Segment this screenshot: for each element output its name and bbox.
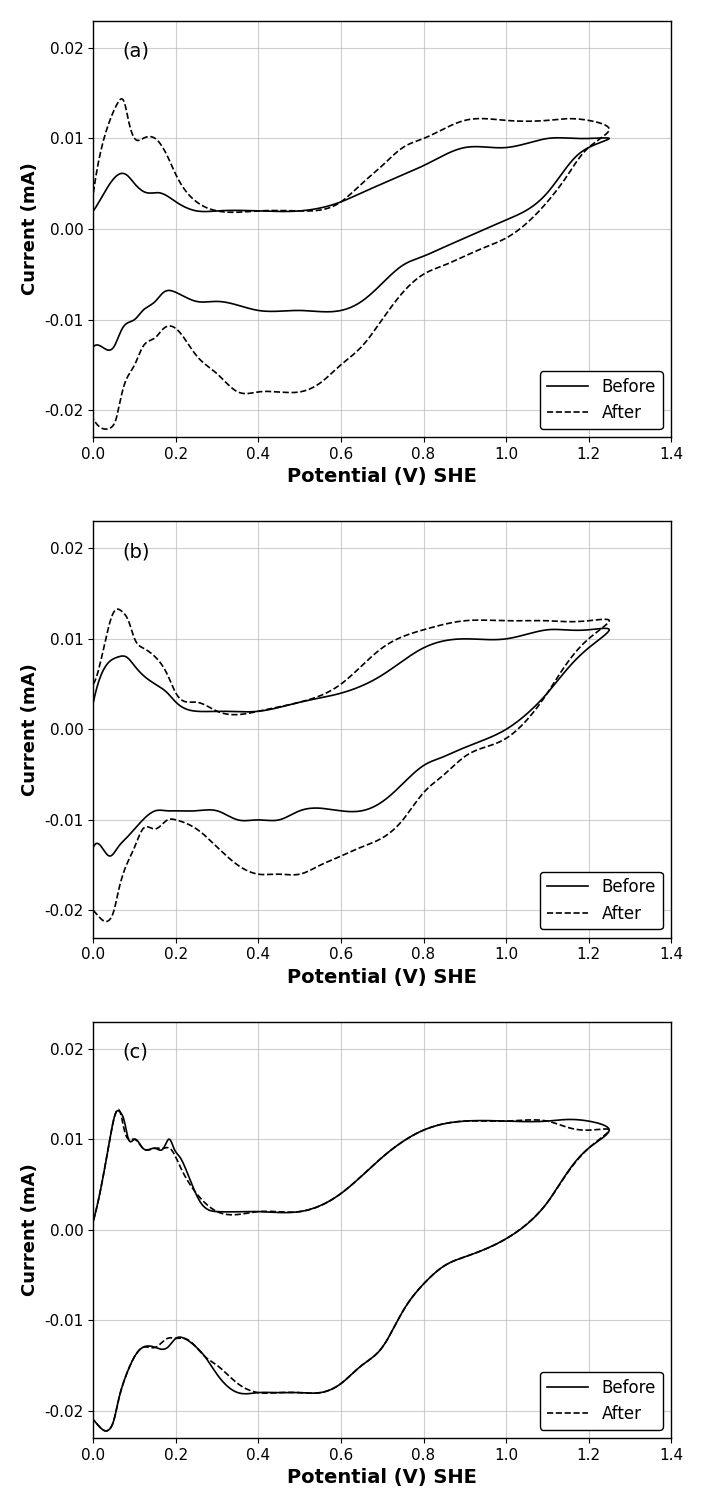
After xyxy=(494,234,502,252)
Before xyxy=(106,847,114,866)
X-axis label: Potential (V) SHE: Potential (V) SHE xyxy=(287,467,477,487)
After xyxy=(231,382,239,400)
Before xyxy=(494,1235,502,1253)
After xyxy=(153,131,162,149)
Y-axis label: Current (mA): Current (mA) xyxy=(21,1163,39,1295)
Before xyxy=(521,1217,529,1235)
Before xyxy=(153,1140,162,1158)
Line: Before: Before xyxy=(94,629,609,857)
Before xyxy=(463,1247,471,1265)
Before xyxy=(89,1411,98,1430)
Before xyxy=(231,296,239,314)
Before xyxy=(520,202,529,220)
After xyxy=(89,902,98,920)
After xyxy=(520,216,529,234)
Before xyxy=(521,706,529,724)
After xyxy=(521,713,529,731)
X-axis label: Potential (V) SHE: Potential (V) SHE xyxy=(287,968,477,986)
Legend: Before, After: Before, After xyxy=(540,872,662,929)
Before xyxy=(105,341,113,359)
Before xyxy=(113,1101,122,1119)
After xyxy=(521,1217,529,1235)
Before xyxy=(102,1422,111,1440)
After xyxy=(153,650,162,668)
Line: After: After xyxy=(94,100,609,430)
Before xyxy=(554,128,562,146)
After xyxy=(89,676,98,694)
Y-axis label: Current (mA): Current (mA) xyxy=(21,163,39,296)
Line: Before: Before xyxy=(94,137,609,350)
Line: Before: Before xyxy=(94,1110,609,1431)
Before xyxy=(89,1211,98,1229)
Line: After: After xyxy=(94,609,609,921)
Before xyxy=(89,838,98,857)
Before xyxy=(337,802,346,820)
After xyxy=(337,356,346,374)
Before xyxy=(601,620,609,638)
Before xyxy=(494,725,502,743)
After xyxy=(493,734,501,752)
Text: (b): (b) xyxy=(122,541,150,561)
Before xyxy=(337,302,346,320)
Before xyxy=(463,737,471,756)
After xyxy=(231,854,239,872)
Before xyxy=(152,184,161,202)
After xyxy=(337,847,346,866)
After xyxy=(89,184,98,202)
Before xyxy=(231,810,239,828)
Legend: Before, After: Before, After xyxy=(540,371,662,428)
After xyxy=(115,1101,123,1119)
Before xyxy=(494,214,502,232)
After xyxy=(89,1211,98,1229)
X-axis label: Potential (V) SHE: Potential (V) SHE xyxy=(287,1469,477,1487)
Before xyxy=(152,676,161,694)
Text: (c): (c) xyxy=(122,1042,148,1062)
After xyxy=(494,1235,502,1253)
After xyxy=(89,410,98,428)
Before xyxy=(89,202,98,220)
Before xyxy=(337,1374,346,1392)
After xyxy=(463,1247,471,1265)
After xyxy=(102,1422,111,1440)
After xyxy=(113,600,122,618)
After xyxy=(117,90,125,109)
After xyxy=(102,912,111,930)
After xyxy=(463,246,471,264)
After xyxy=(153,1139,162,1157)
Y-axis label: Current (mA): Current (mA) xyxy=(21,664,39,796)
After xyxy=(463,746,471,765)
After xyxy=(337,1374,346,1392)
Before xyxy=(89,338,98,356)
Before xyxy=(89,694,98,712)
Text: (a): (a) xyxy=(122,42,149,60)
After xyxy=(89,1411,98,1430)
Line: After: After xyxy=(94,1110,609,1431)
After xyxy=(231,1372,239,1390)
Legend: Before, After: Before, After xyxy=(540,1372,662,1430)
After xyxy=(101,421,109,439)
Before xyxy=(231,1383,239,1401)
Before xyxy=(463,228,471,246)
